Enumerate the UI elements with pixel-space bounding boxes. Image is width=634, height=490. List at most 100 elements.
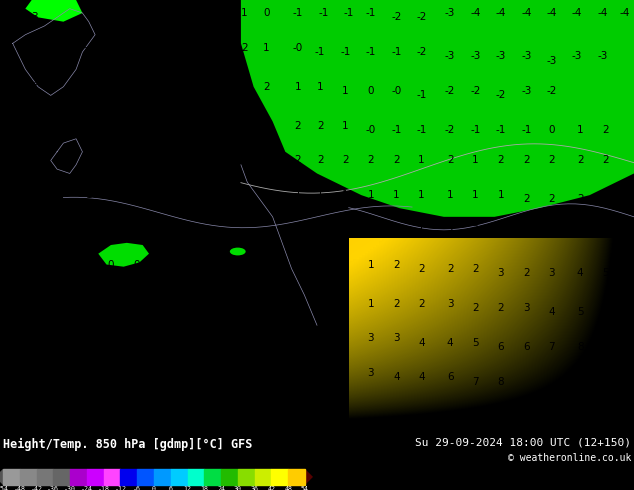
Text: -4: -4 — [521, 8, 531, 18]
Text: -12: -12 — [115, 486, 126, 490]
Text: 30: 30 — [234, 486, 242, 490]
Text: 2: 2 — [86, 82, 92, 92]
Text: 8: 8 — [577, 342, 583, 352]
Text: 1: 1 — [6, 290, 13, 300]
Text: 2: 2 — [472, 303, 479, 313]
Text: 2: 2 — [133, 333, 139, 343]
Text: 0: 0 — [187, 260, 193, 270]
Text: -1: -1 — [318, 8, 328, 18]
Text: 2: 2 — [162, 155, 168, 166]
Text: 2: 2 — [241, 82, 247, 92]
Text: 2: 2 — [241, 155, 247, 166]
Text: 5: 5 — [472, 338, 479, 347]
Bar — [271, 469, 288, 485]
Text: 1: 1 — [368, 298, 374, 309]
Text: 1: 1 — [263, 43, 269, 53]
Text: 3: 3 — [263, 377, 269, 387]
Text: 2: 2 — [187, 77, 193, 87]
Text: 1: 1 — [57, 294, 63, 304]
Text: 2: 2 — [187, 190, 193, 200]
Text: 1: 1 — [498, 190, 504, 200]
Text: 7: 7 — [548, 342, 555, 352]
Ellipse shape — [230, 247, 246, 255]
Text: -0: -0 — [30, 255, 40, 265]
Text: 1: 1 — [57, 117, 63, 126]
Text: 4: 4 — [602, 229, 609, 239]
Text: 3: 3 — [57, 398, 63, 408]
Text: 1: 1 — [342, 86, 349, 96]
Text: -1: -1 — [417, 125, 427, 135]
Bar — [204, 469, 221, 485]
Text: -2: -2 — [445, 125, 455, 135]
Text: -4: -4 — [496, 8, 506, 18]
Text: 2: 2 — [133, 151, 139, 161]
Text: 6: 6 — [447, 372, 453, 382]
Text: 2: 2 — [342, 333, 349, 343]
Text: 3: 3 — [187, 333, 193, 343]
Text: 2: 2 — [447, 264, 453, 274]
Text: -0: -0 — [293, 43, 303, 53]
Text: 0: 0 — [133, 220, 139, 230]
Text: -1: -1 — [293, 8, 303, 18]
Text: 0: 0 — [57, 255, 63, 265]
Text: 7: 7 — [472, 377, 479, 387]
Text: 2: 2 — [86, 398, 92, 408]
Text: 0: 0 — [133, 294, 139, 304]
Text: 2: 2 — [548, 195, 555, 204]
Text: 2: 2 — [472, 225, 479, 235]
Text: 5: 5 — [577, 307, 583, 317]
Text: 2: 2 — [6, 77, 13, 87]
Text: 1: 1 — [418, 155, 425, 166]
Text: 1: 1 — [187, 294, 193, 304]
Text: 4: 4 — [418, 372, 425, 382]
Text: 2: 2 — [393, 155, 399, 166]
Text: 2: 2 — [418, 264, 425, 274]
Text: 0: 0 — [263, 8, 269, 18]
Text: 1: 1 — [418, 225, 425, 235]
Text: 1: 1 — [342, 260, 349, 270]
Text: 0: 0 — [108, 260, 114, 270]
Text: 2: 2 — [133, 77, 139, 87]
Text: 2: 2 — [162, 190, 168, 200]
Text: 1: 1 — [162, 225, 168, 235]
Text: 2: 2 — [342, 368, 349, 378]
Polygon shape — [0, 469, 3, 485]
Text: 3: 3 — [263, 155, 269, 166]
Text: 2: 2 — [317, 364, 323, 373]
Text: 2: 2 — [108, 117, 114, 126]
Text: -1: -1 — [496, 125, 506, 135]
Text: 4: 4 — [418, 338, 425, 347]
Polygon shape — [25, 0, 82, 22]
Polygon shape — [305, 469, 313, 485]
Text: 3: 3 — [6, 324, 13, 335]
Text: -1: -1 — [366, 8, 376, 18]
Bar — [288, 469, 305, 485]
Text: 2: 2 — [216, 82, 222, 92]
Text: -3: -3 — [470, 51, 481, 61]
Text: 2: 2 — [523, 268, 529, 278]
Text: 1: 1 — [342, 225, 349, 235]
Text: 2: 2 — [133, 186, 139, 196]
Text: -0: -0 — [391, 86, 401, 96]
Text: 1: 1 — [393, 190, 399, 200]
Text: 1: 1 — [317, 190, 323, 200]
Text: -3: -3 — [547, 56, 557, 66]
Text: -1: -1 — [366, 47, 376, 57]
Text: 2: 2 — [133, 38, 139, 49]
Text: 2: 2 — [241, 43, 247, 53]
Text: 1: 1 — [295, 260, 301, 270]
Text: -4: -4 — [470, 8, 481, 18]
Text: 2: 2 — [393, 260, 399, 270]
Text: 2: 2 — [216, 43, 222, 53]
Text: 4: 4 — [393, 372, 399, 382]
Text: 2: 2 — [418, 298, 425, 309]
Text: 1: 1 — [57, 225, 63, 235]
Bar — [3, 469, 20, 485]
Polygon shape — [241, 0, 634, 217]
Text: 2: 2 — [548, 155, 555, 166]
Bar — [137, 469, 154, 485]
Text: 1: 1 — [368, 260, 374, 270]
Bar — [221, 469, 238, 485]
Text: 2: 2 — [472, 264, 479, 274]
Text: 2: 2 — [577, 155, 583, 166]
